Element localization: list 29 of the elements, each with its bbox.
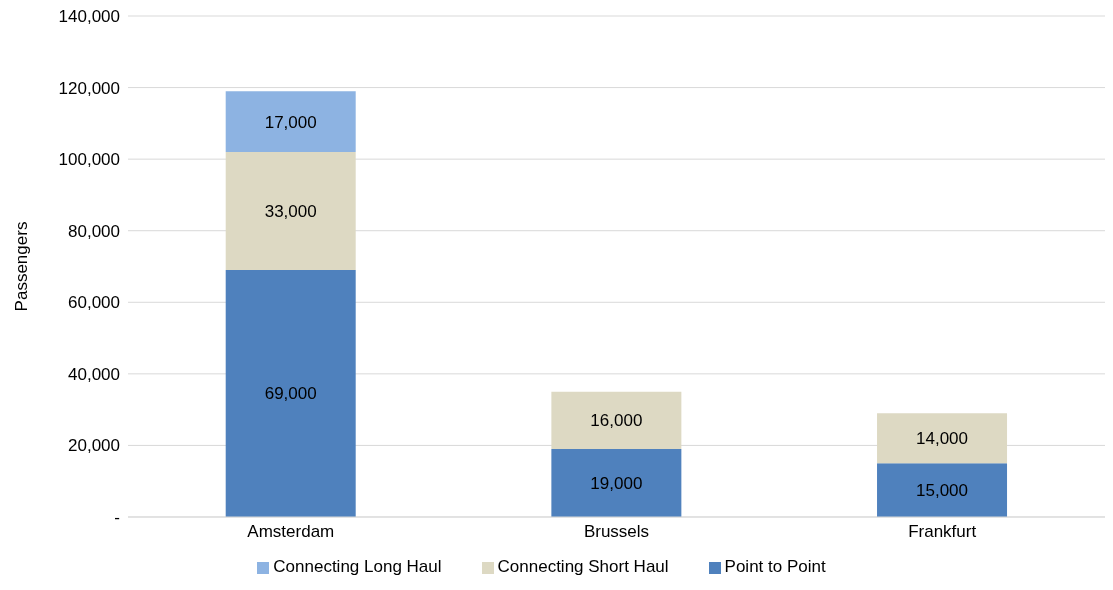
bar xyxy=(225,270,356,517)
bar xyxy=(551,391,682,450)
bar xyxy=(877,463,1008,517)
legend-label: Connecting Short Haul xyxy=(497,557,669,576)
x-tick-label: Brussels xyxy=(583,522,650,542)
data-label: 69,000 xyxy=(264,384,317,404)
y-tick-label: 60,000 xyxy=(68,293,120,313)
data-label: 14,000 xyxy=(916,429,969,449)
y-axis-title: Passengers xyxy=(12,221,32,312)
data-label: 15,000 xyxy=(916,481,969,501)
x-tick-label: Frankfurt xyxy=(908,522,977,542)
x-tick-label: Amsterdam xyxy=(247,522,335,542)
y-tick-label: - xyxy=(114,508,120,528)
legend-label: Point to Point xyxy=(724,557,826,576)
y-tick-label: 100,000 xyxy=(58,150,120,170)
y-tick-label: 80,000 xyxy=(68,221,120,241)
bar xyxy=(225,91,356,152)
data-label: 17,000 xyxy=(264,112,317,132)
y-tick-label: 40,000 xyxy=(68,364,120,384)
bar xyxy=(551,449,682,517)
data-label: 16,000 xyxy=(590,411,643,431)
bar xyxy=(225,151,356,271)
legend-label: Connecting Long Haul xyxy=(273,557,442,576)
data-label: 19,000 xyxy=(590,473,643,493)
y-tick-label: 120,000 xyxy=(58,78,120,98)
data-label: 33,000 xyxy=(264,201,317,221)
y-tick-label: 140,000 xyxy=(58,7,120,27)
y-tick-label: 20,000 xyxy=(68,436,120,456)
bar xyxy=(877,413,1008,464)
